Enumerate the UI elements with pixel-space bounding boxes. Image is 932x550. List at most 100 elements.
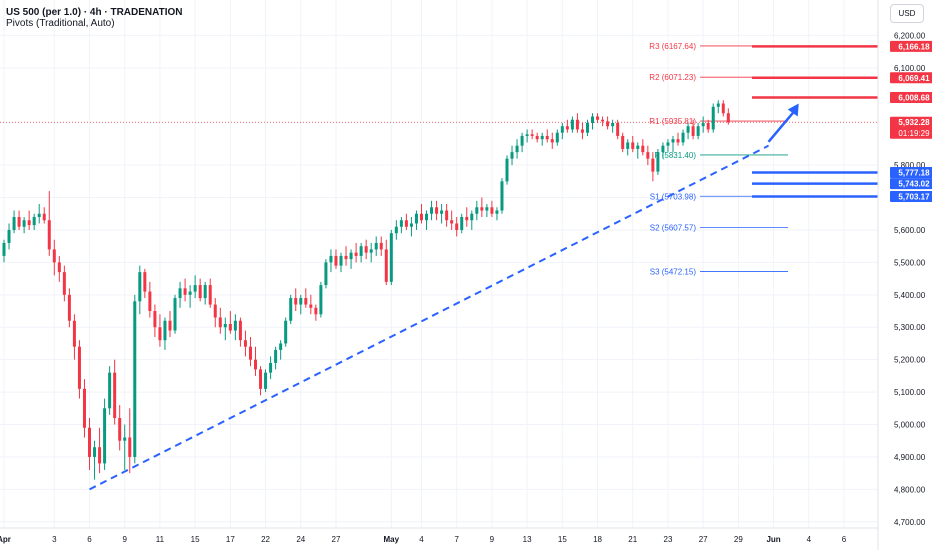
candle-body — [148, 291, 152, 312]
price-axis[interactable]: 4,700.00 4,800.00 4,900.00 5,000.00 5,100.00… — [877, 0, 932, 550]
candle-body — [113, 372, 117, 419]
x-tick-label: 17 — [226, 535, 235, 544]
candle-body — [555, 132, 559, 143]
y-tick-label: 4,800.00 — [894, 485, 926, 494]
pivot-label: R3 (6167.64) — [649, 42, 696, 51]
symbol-title[interactable]: US 500 (per 1.0) · 4h · TRADENATION — [6, 7, 183, 18]
candle-body — [289, 298, 293, 321]
candle-body — [153, 311, 157, 328]
candle-body — [228, 324, 232, 331]
candle-body — [545, 135, 549, 140]
candle-body — [243, 340, 247, 347]
candle-body — [62, 272, 66, 295]
current-price-tag — [890, 116, 932, 139]
candle-body — [133, 301, 137, 457]
candle-body — [203, 285, 207, 299]
candle-body — [2, 242, 6, 256]
y-tick-label: 5,600.00 — [894, 226, 926, 235]
candle-body — [495, 210, 499, 214]
indicator-label[interactable]: Pivots (Traditional, Auto) — [6, 18, 115, 29]
candle-body — [616, 122, 620, 136]
candle-body — [93, 447, 97, 457]
candle-body — [565, 126, 569, 130]
candle-body — [88, 427, 92, 457]
candle-body — [636, 145, 640, 149]
candle-body — [158, 327, 162, 341]
candle-body — [465, 217, 469, 221]
x-tick-label: 15 — [191, 535, 200, 544]
candle-body — [299, 298, 303, 305]
y-tick-label: 4,900.00 — [894, 453, 926, 462]
candle-body — [440, 210, 444, 214]
candle-body — [163, 320, 167, 341]
current-price-countdown: 01:19:29 — [898, 129, 930, 138]
y-tick-label: 5,300.00 — [894, 323, 926, 332]
candle-body — [601, 119, 605, 122]
pivot-label: S3 (5472.15) — [650, 267, 697, 276]
current-price-label: 5,932.28 — [898, 118, 930, 127]
candle-body — [701, 122, 705, 127]
candle-body — [721, 103, 725, 114]
candle-body — [404, 220, 408, 227]
projection-arrow-shaft[interactable] — [767, 108, 797, 143]
candle-body — [591, 116, 595, 123]
trendline[interactable] — [89, 144, 770, 491]
resistance-level-tag — [890, 72, 932, 84]
support-level-tag — [890, 178, 932, 190]
support-level-tag-label: 5,743.02 — [898, 180, 930, 189]
x-tick-label: 3 — [52, 535, 57, 544]
pivot-label: R2 (6071.23) — [649, 73, 696, 82]
x-tick-label: 23 — [664, 535, 673, 544]
candle-body — [128, 437, 132, 457]
candle-body — [631, 142, 635, 149]
x-tick-label: 7 — [454, 535, 459, 544]
candle-body — [364, 246, 368, 253]
candle-body — [676, 139, 680, 143]
candle-body — [379, 242, 383, 250]
y-tick-label: 5,500.00 — [894, 258, 926, 267]
candle-body — [188, 291, 192, 295]
candle-body — [354, 252, 358, 256]
candle-body — [274, 349, 278, 363]
candle-body — [304, 298, 308, 305]
candle-body — [77, 346, 81, 389]
x-tick-label: 4 — [419, 535, 424, 544]
projection-arrow-head[interactable] — [787, 103, 799, 117]
candle-body — [621, 135, 625, 149]
candle-body — [691, 126, 695, 136]
x-tick-label: 11 — [156, 535, 165, 544]
support-level-tag — [890, 191, 932, 203]
x-tick-label: 27 — [699, 535, 708, 544]
x-tick-label: 13 — [523, 535, 532, 544]
candle-body — [264, 372, 268, 389]
resistance-level-tag-label: 6,008.68 — [898, 93, 930, 102]
candle-body — [72, 320, 76, 347]
candle-body — [480, 207, 484, 211]
candle-body — [344, 255, 348, 260]
candle-body — [696, 126, 700, 136]
candle-body — [67, 294, 71, 321]
candle-body — [455, 223, 459, 230]
candle-body — [37, 213, 41, 217]
drawings — [89, 45, 878, 491]
candle-body — [82, 388, 86, 428]
candle-body — [384, 249, 388, 282]
candle-body — [389, 233, 393, 282]
candle-body — [349, 252, 353, 260]
candle-body — [309, 304, 313, 308]
candle-body — [334, 255, 338, 266]
pivot-label: S2 (5607.57) — [650, 224, 697, 233]
time-axis[interactable]: Apr 3 6 9 11 15 17 22 24 27 May 4 7 9 13 15 18 21 23 27 29 Ju… — [0, 527, 878, 544]
resistance-level-tag-label: 6,166.18 — [898, 42, 930, 51]
candle-body — [706, 122, 710, 130]
currency-button[interactable]: USD — [890, 4, 924, 23]
candle-body — [32, 217, 36, 226]
y-tick-label: 5,800.00 — [894, 161, 926, 170]
candle-body — [329, 255, 333, 263]
x-tick-label: 9 — [122, 535, 127, 544]
candle-body — [269, 362, 273, 373]
candle-body — [213, 304, 217, 318]
candle-body — [626, 142, 630, 149]
pivot-label: P (5831.40) — [654, 151, 696, 160]
